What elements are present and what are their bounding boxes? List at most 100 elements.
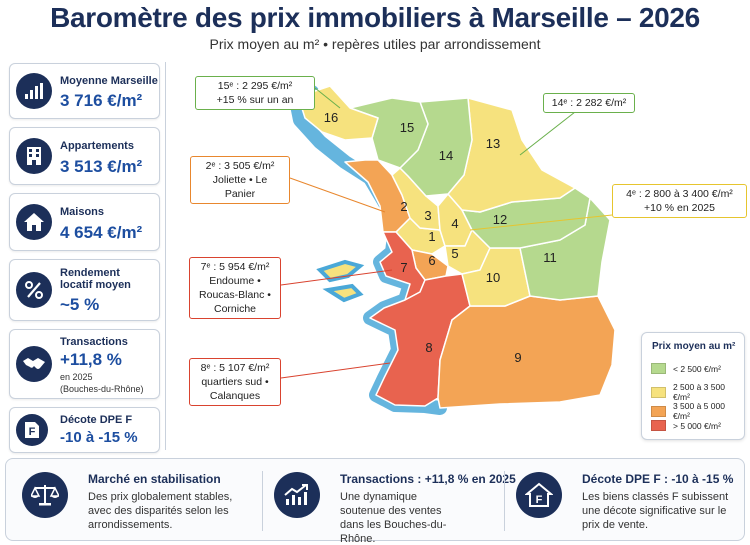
legend-label: > 5 000 €/m² bbox=[673, 420, 721, 431]
callout-line: quartiers sud • bbox=[201, 376, 269, 388]
svg-text:F: F bbox=[29, 426, 36, 438]
divider bbox=[165, 62, 166, 450]
callout-line: Corniche bbox=[213, 303, 257, 315]
leader-line bbox=[289, 177, 386, 213]
info-card-transactions: Transactions : +11,8 % en 2025 Une dynam… bbox=[258, 459, 516, 545]
legend-label: 3 500 à 5 000 €/m² bbox=[672, 401, 725, 421]
district-label-13: 13 bbox=[486, 136, 500, 151]
stat-card-average: Moyenne Marseille 3 716 €/m² bbox=[9, 63, 160, 119]
district-label-7: 7 bbox=[400, 260, 407, 275]
map-legend: Prix moyen au m² < 2 500 €/m² 2 500 à 3 … bbox=[641, 332, 745, 440]
info-card-desc: Une dynamique soutenue des ventes dans l… bbox=[340, 491, 447, 545]
stat-label: Transactions bbox=[60, 336, 128, 348]
stat-card-apartments: Appartements 3 513 €/m² bbox=[9, 127, 160, 185]
district-label-2: 2 bbox=[400, 199, 407, 214]
stat-card-transactions: Transactions +11,8 % en 2025 (Bouches-du… bbox=[9, 329, 160, 399]
callout-line: Calanques bbox=[209, 390, 261, 402]
stat-label: Appartements bbox=[60, 140, 134, 152]
info-card-title: Décote DPE F : -10 à -15 % bbox=[582, 472, 734, 486]
callout-line: 4ᵉ : 2 800 à 3 400 €/m² bbox=[626, 188, 733, 200]
district-label-10: 10 bbox=[486, 270, 500, 285]
callout-line: Roucas-Blanc • bbox=[199, 289, 271, 301]
building-icon bbox=[16, 138, 52, 174]
district-8 bbox=[369, 273, 471, 407]
legend-item: > 5 000 €/m² bbox=[651, 420, 721, 431]
callout-line: +15 % sur un an bbox=[216, 94, 294, 106]
stat-value: 4 654 €/m² bbox=[60, 223, 143, 242]
district-label-14: 14 bbox=[439, 148, 453, 163]
callout-line: 15ᵉ : 2 295 €/m² bbox=[217, 80, 293, 92]
stat-label: Décote DPE F bbox=[60, 414, 133, 426]
legend-item: 2 500 à 3 500 €/m² bbox=[651, 382, 744, 402]
stat-value: 3 513 €/m² bbox=[60, 157, 143, 176]
stat-value: -10 à -15 % bbox=[60, 429, 138, 446]
leader-line bbox=[314, 87, 341, 109]
leader-line bbox=[280, 362, 391, 379]
callout-line: +10 % en 2025 bbox=[644, 202, 715, 214]
district-label-5: 5 bbox=[451, 246, 458, 261]
callout-line: 8ᵉ : 5 107 €/m² bbox=[200, 362, 270, 374]
legend-item: 3 500 à 5 000 €/m² bbox=[651, 401, 744, 421]
info-card-title: Marché en stabilisation bbox=[88, 472, 221, 486]
stat-card-houses: Maisons 4 654 €/m² bbox=[9, 193, 160, 251]
info-card-title: Transactions : +11,8 % en 2025 bbox=[340, 472, 516, 486]
bar-chart-icon bbox=[16, 73, 52, 109]
stat-label: Rendement locatif moyen bbox=[60, 267, 131, 291]
info-card-desc: Des prix globalement stables, avec des d… bbox=[88, 491, 233, 531]
legend-label: < 2 500 €/m² bbox=[673, 363, 721, 374]
legend-item: < 2 500 €/m² bbox=[651, 363, 721, 374]
house-f-icon: F bbox=[516, 472, 562, 518]
legend-label: 2 500 à 3 500 €/m² bbox=[672, 382, 725, 402]
district-label-11: 11 bbox=[543, 250, 557, 265]
callout-line: Endoume • bbox=[209, 275, 261, 287]
callout-7: 7ᵉ : 5 954 €/m² Endoume • Roucas-Blanc •… bbox=[189, 257, 281, 319]
callout-15: 15ᵉ : 2 295 €/m² +15 % sur un an bbox=[195, 76, 315, 110]
district-label-16: 16 bbox=[324, 110, 338, 125]
separator bbox=[262, 471, 263, 531]
page-subtitle: Prix moyen au m² • repères utiles par ar… bbox=[209, 36, 541, 52]
stat-label: Maisons bbox=[60, 206, 105, 218]
callout-8: 8ᵉ : 5 107 €/m² quartiers sud • Calanque… bbox=[189, 358, 281, 406]
percent-icon bbox=[16, 272, 52, 308]
district-label-1: 1 bbox=[428, 229, 435, 244]
district-label-9: 9 bbox=[514, 350, 521, 365]
house-icon bbox=[16, 204, 52, 240]
district-9 bbox=[437, 295, 616, 409]
district-label-15: 15 bbox=[400, 120, 414, 135]
leader-line bbox=[519, 111, 576, 156]
stat-label: Moyenne Marseille bbox=[60, 75, 158, 87]
handshake-icon bbox=[16, 346, 52, 382]
district-16 bbox=[299, 85, 379, 141]
scale-icon bbox=[22, 472, 68, 518]
energy-label-f-icon: F bbox=[16, 414, 48, 446]
stat-sub: en 2025 bbox=[60, 372, 93, 382]
legend-swatch bbox=[651, 405, 666, 417]
stat-value: +11,8 % bbox=[60, 350, 122, 369]
stat-value: 3 716 €/m² bbox=[60, 91, 143, 110]
callout-line: 14ᵉ : 2 282 €/m² bbox=[551, 97, 627, 109]
callout-line: 7ᵉ : 5 954 €/m² bbox=[200, 261, 270, 273]
callout-14: 14ᵉ : 2 282 €/m² bbox=[543, 93, 635, 113]
info-card-desc: Les biens classés F subissent une décote… bbox=[582, 491, 729, 531]
district-label-8: 8 bbox=[425, 340, 432, 355]
leader-line bbox=[280, 269, 393, 286]
page-title: Baromètre des prix immobiliers à Marseil… bbox=[50, 2, 700, 33]
district-label-4: 4 bbox=[451, 216, 458, 231]
legend-swatch bbox=[651, 420, 666, 431]
callout-2: 2ᵉ : 3 505 €/m² Joliette • Le Panier bbox=[190, 156, 290, 204]
legend-title: Prix moyen au m² bbox=[652, 341, 736, 352]
callout-4: 4ᵉ : 2 800 à 3 400 €/m² +10 % en 2025 bbox=[612, 184, 747, 218]
info-card-market: Marché en stabilisation Des prix globale… bbox=[6, 459, 256, 542]
callout-line: Joliette • Le Panier bbox=[212, 174, 268, 200]
island bbox=[322, 283, 364, 303]
info-card-dpe: F Décote DPE F : -10 à -15 % Les biens c… bbox=[500, 459, 746, 542]
svg-text:F: F bbox=[536, 494, 543, 506]
trend-up-icon bbox=[274, 472, 320, 518]
district-label-12: 12 bbox=[493, 212, 507, 227]
legend-swatch bbox=[651, 386, 666, 398]
callout-line: 2ᵉ : 3 505 €/m² bbox=[205, 160, 275, 172]
leader-line bbox=[469, 214, 613, 231]
stat-card-dpe: F Décote DPE F -10 à -15 % bbox=[9, 407, 160, 453]
stat-card-yield: Rendement locatif moyen ~5 % bbox=[9, 259, 160, 321]
